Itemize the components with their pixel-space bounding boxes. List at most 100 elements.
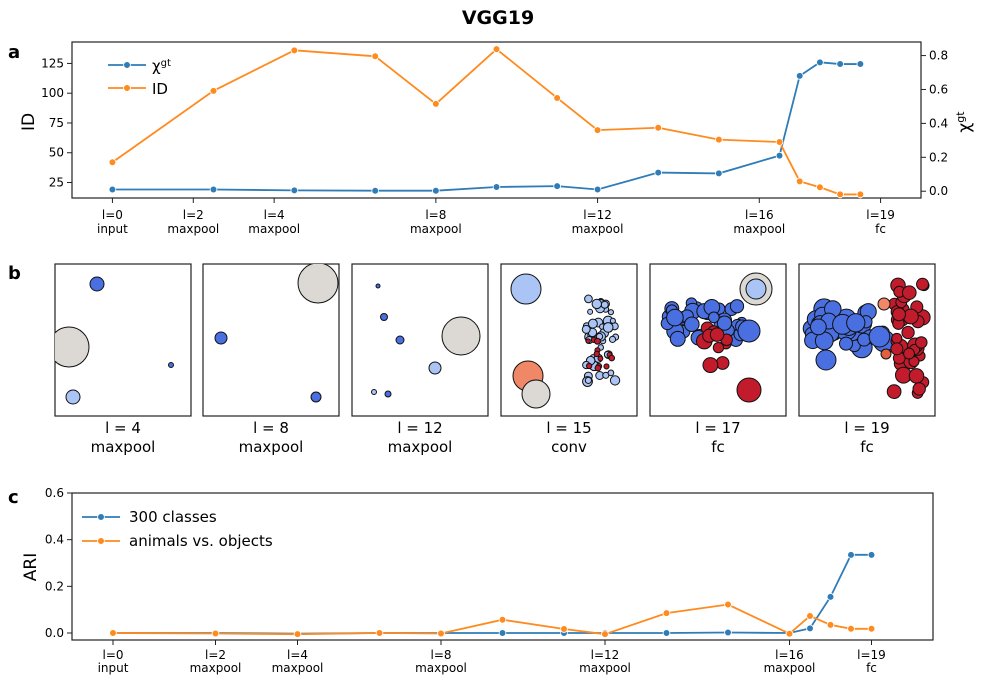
panel-b-tile-layer: l = 12 xyxy=(397,419,442,437)
panel-b-tile-type: maxpool xyxy=(239,438,304,456)
cluster-dot xyxy=(868,325,891,348)
cluster-dot xyxy=(168,362,174,368)
cluster-dot xyxy=(892,307,906,322)
cluster-dot xyxy=(609,317,616,324)
cluster-dot xyxy=(585,362,593,370)
panel-a-series-2-point xyxy=(775,138,784,146)
panel-a-series-2-point xyxy=(371,52,380,61)
panel-a-xtick-sublabel: maxpool xyxy=(248,222,300,236)
cluster-dot xyxy=(384,390,392,398)
panel-c-xtick-label: l=8 xyxy=(430,648,451,662)
panel-c-xtick-sublabel: input xyxy=(98,661,129,675)
panel-b-tile-points xyxy=(55,276,174,405)
cluster-dot xyxy=(902,308,919,325)
cluster-dot xyxy=(666,308,684,327)
panel-c-series-2-point xyxy=(437,629,445,638)
panel-c-xtick-label: l=12 xyxy=(591,648,620,662)
cluster-dot xyxy=(736,377,762,403)
panel-a-series-2-point xyxy=(492,45,501,53)
panel-b-tile-points xyxy=(660,272,773,403)
cluster-dot xyxy=(593,350,601,358)
panel-c-series-2-line xyxy=(112,603,872,636)
legend-c-series-1: 300 classes xyxy=(129,508,217,526)
panel-c-series-2-point xyxy=(211,629,220,638)
panel-a-xtick-sublabel: input xyxy=(97,222,128,236)
panel-a-ylabel-right: χgt xyxy=(954,111,976,133)
cluster-dot xyxy=(715,356,730,370)
panel-b-tile-type: maxpool xyxy=(91,438,156,456)
panel-a-series-2-point xyxy=(856,190,865,199)
cluster-dot xyxy=(591,298,602,310)
panel-b-tile-points xyxy=(214,264,339,403)
cluster-dot xyxy=(600,300,609,309)
cluster-dot xyxy=(609,375,621,386)
cluster-dot xyxy=(716,315,733,331)
cluster-dot xyxy=(584,376,592,384)
cluster-dot xyxy=(901,325,915,340)
panel-a-ytick-right-label: 0.0 xyxy=(929,184,948,198)
panel-c-series-1-point xyxy=(498,629,507,637)
cluster-dot xyxy=(607,369,615,377)
panel-b-tile-type: fc xyxy=(711,438,725,456)
cluster-dot xyxy=(585,338,591,344)
panel-a-xtick-sublabel: maxpool xyxy=(733,222,785,236)
panel-a-series-2-line xyxy=(111,47,861,196)
panel-b-tile-type: maxpool xyxy=(388,438,453,456)
cluster-dot xyxy=(916,277,929,291)
panel-a-xtick-label: l=4 xyxy=(264,208,285,222)
cluster-dot xyxy=(902,285,917,300)
cluster-dot xyxy=(702,357,719,374)
panel-c-ytick-label: 0.6 xyxy=(45,486,64,500)
panel-a-plot: 2550751001250.00.20.40.60.8l=0inputl=2ma… xyxy=(41,45,948,236)
panel-a-series-1-point xyxy=(715,169,723,178)
panel-a-ytick-right-label: 0.4 xyxy=(929,116,948,130)
panel-c-series-1-point xyxy=(847,551,855,559)
panel-a-series-2-point xyxy=(553,94,561,102)
legend-a-series-2: ID xyxy=(152,80,168,98)
cluster-dot xyxy=(380,313,388,321)
panel-c-series-1-point xyxy=(662,629,671,637)
cluster-dot xyxy=(594,364,602,372)
panel-c-series-2-point xyxy=(601,630,609,638)
panel-c-series-2-point xyxy=(498,615,507,624)
panel-a-xtick-sublabel: maxpool xyxy=(572,222,624,236)
cluster-dot xyxy=(880,348,892,360)
cluster-dot xyxy=(375,283,381,289)
legend-c-series-2: animals vs. objects xyxy=(129,532,273,550)
panel-b-tile-points xyxy=(510,273,621,409)
cluster-dot xyxy=(709,327,725,342)
panel-a-series-2-point xyxy=(209,87,218,95)
cluster-dot xyxy=(441,316,481,356)
cluster-dot xyxy=(607,309,615,316)
panel-c-xtick-label: l=19 xyxy=(857,648,886,662)
panel-c-series-2-point xyxy=(109,629,117,637)
panel-b-tile-layer: l = 15 xyxy=(546,419,591,437)
cluster-dot xyxy=(915,336,928,349)
panel-a-series-2-point xyxy=(108,158,117,167)
figure-title: VGG19 xyxy=(462,7,534,29)
cluster-dot xyxy=(857,332,871,347)
panel-a-series-2-point xyxy=(432,100,440,108)
panel-a-series-2-point xyxy=(593,126,602,134)
panel-a-xtick-sublabel: maxpool xyxy=(167,222,219,236)
panel-a-series-1-point xyxy=(209,185,218,194)
panel-c-ytick-label: 0.4 xyxy=(45,533,64,547)
panel-a-ytick-right-label: 0.6 xyxy=(929,82,948,96)
cluster-dot xyxy=(903,347,915,360)
panel-a-ytick-left-label: 125 xyxy=(41,56,64,70)
panel-a-xtick-sublabel: maxpool xyxy=(410,222,462,236)
panel-c-xtick-sublabel: maxpool xyxy=(579,661,631,675)
panel-c-series-2-point xyxy=(847,624,855,633)
panel-a-series-1-point xyxy=(553,182,561,190)
cluster-dot xyxy=(608,354,616,362)
panel-label-c: c xyxy=(8,487,19,508)
cluster-dot xyxy=(89,276,105,292)
cluster-dot xyxy=(587,318,598,329)
panel-a-series-2-point xyxy=(836,190,844,199)
legend-a-series-1: χgt xyxy=(152,57,171,75)
panel-a-series-1-point xyxy=(795,72,804,80)
panel-a-xtick-sublabel: fc xyxy=(875,222,886,236)
